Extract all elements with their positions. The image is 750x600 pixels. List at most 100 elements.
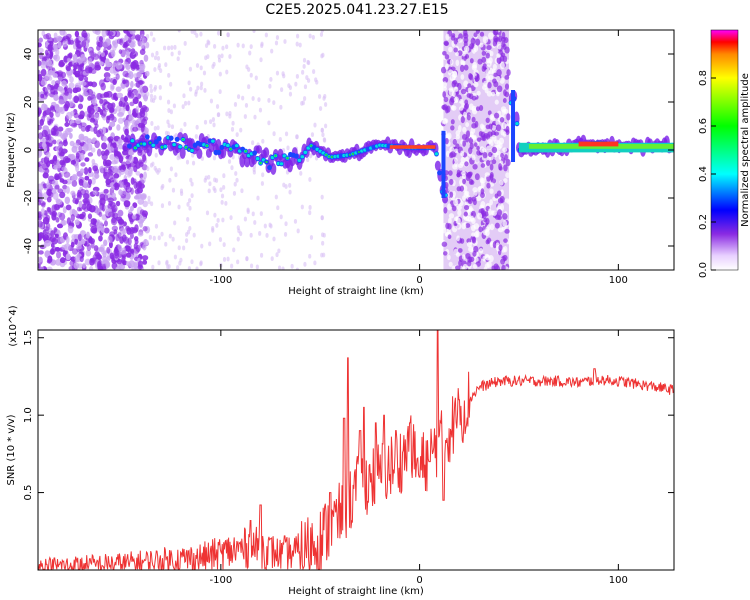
band-speckle [475, 106, 480, 112]
band-speckle [503, 178, 508, 184]
noise-speckle [317, 94, 322, 99]
noise-speckle [299, 170, 303, 176]
noise-speckle [147, 195, 151, 201]
noise-speckle [51, 80, 56, 86]
ridge-envelope [263, 147, 270, 158]
noise-speckle [230, 263, 234, 269]
band-speckle [482, 229, 488, 236]
noise-speckle [112, 40, 116, 46]
band-speckle [496, 75, 501, 82]
noise-speckle [116, 92, 124, 99]
noise-speckle [278, 136, 282, 142]
band-speckle [473, 256, 479, 263]
band-speckle [503, 238, 508, 243]
noise-speckle [38, 191, 44, 199]
noise-speckle [252, 169, 256, 175]
noise-speckle [249, 263, 254, 269]
ridge-peak [348, 153, 352, 156]
noise-speckle [103, 220, 108, 227]
noise-speckle [142, 259, 148, 265]
noise-speckle [46, 189, 52, 196]
noise-speckle [323, 93, 327, 99]
noise-speckle [154, 152, 158, 158]
band-speckle [452, 138, 457, 145]
noise-speckle [111, 50, 116, 58]
noise-speckle [101, 142, 108, 150]
noise-speckle [79, 110, 85, 119]
noise-speckle [93, 126, 98, 135]
noise-speckle [160, 203, 165, 209]
band-speckle [452, 163, 458, 170]
band-speckle [445, 63, 449, 70]
noise-speckle [308, 153, 313, 159]
band-speckle [453, 96, 459, 103]
noise-speckle [52, 156, 58, 165]
noise-speckle [226, 256, 230, 262]
band-speckle [479, 42, 484, 48]
noise-speckle [93, 245, 99, 252]
noise-speckle [277, 248, 281, 254]
noise-speckle [277, 265, 282, 270]
noise-speckle [272, 131, 276, 137]
band-speckle [485, 117, 490, 124]
band-speckle [461, 222, 467, 230]
band-speckle [455, 59, 460, 67]
noise-speckle [38, 37, 43, 43]
noise-speckle [116, 124, 121, 131]
noise-speckle [275, 35, 280, 40]
band-speckle [497, 43, 502, 50]
noise-speckle [84, 175, 90, 181]
noise-speckle [38, 212, 42, 219]
noise-speckle [247, 84, 251, 90]
noise-speckle [231, 120, 235, 126]
noise-speckle [132, 126, 139, 132]
noise-speckle [78, 206, 83, 212]
noise-speckle [90, 147, 96, 153]
noise-speckle [173, 254, 177, 260]
bottom-multiplier-label: (x10^4) [8, 305, 19, 346]
x-tick-label: 100 [609, 275, 628, 286]
band-speckle [471, 122, 477, 129]
band-speckle [492, 40, 498, 47]
ridge-peak [306, 146, 311, 150]
noise-speckle [119, 97, 127, 103]
band-speckle [500, 129, 505, 136]
ridge-peak [134, 146, 137, 150]
noise-speckle [213, 212, 217, 218]
band-speckle [443, 207, 448, 214]
top-x-axis-label: Height of straight line (km) [288, 286, 424, 297]
noise-speckle [137, 159, 145, 165]
band-speckle [496, 69, 502, 77]
noise-speckle [129, 232, 134, 239]
band-speckle [472, 264, 478, 269]
band-speckle [490, 178, 497, 184]
noise-speckle [94, 64, 101, 71]
ridge-core [437, 170, 442, 176]
band-speckle [505, 172, 511, 179]
ridge-envelope [256, 145, 263, 154]
noise-speckle [245, 64, 249, 70]
noise-speckle [138, 101, 143, 108]
noise-speckle [42, 172, 49, 179]
noise-speckle [80, 125, 86, 132]
band-speckle [458, 259, 463, 267]
band-speckle [440, 66, 447, 74]
noise-speckle [75, 118, 82, 125]
band-speckle [476, 145, 480, 151]
band-speckle [455, 265, 461, 270]
noise-speckle [133, 242, 138, 250]
noise-speckle [179, 188, 184, 194]
noise-speckle [73, 95, 80, 104]
noise-speckle [164, 62, 168, 68]
noise-speckle [133, 195, 140, 200]
noise-speckle [87, 213, 93, 220]
noise-speckle [40, 78, 47, 86]
noise-speckle [52, 54, 58, 60]
snr-panel: -100 0 100 0.5 1.0 1.5 (x10^4) Height of stra… [6, 305, 675, 597]
noise-speckle [39, 266, 45, 270]
band-speckle [473, 142, 478, 147]
band-speckle [482, 63, 487, 70]
noise-speckle [228, 54, 232, 59]
noise-speckle [94, 251, 100, 257]
noise-speckle [98, 246, 105, 253]
